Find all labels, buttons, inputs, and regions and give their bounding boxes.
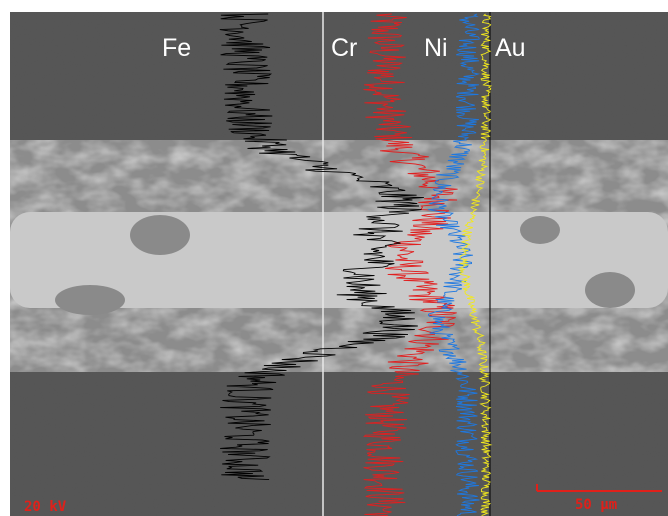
element-label: Fe bbox=[162, 34, 191, 62]
scale-bar-label: 50 µm bbox=[575, 497, 617, 513]
element-profile bbox=[427, 13, 481, 516]
grain-blob bbox=[585, 272, 635, 308]
element-profile bbox=[457, 13, 493, 516]
grain-blob bbox=[520, 216, 560, 244]
element-label: Au bbox=[495, 34, 526, 62]
linescan-profiles bbox=[219, 13, 493, 516]
element-profile bbox=[363, 13, 458, 516]
voltage-label: 20 kV bbox=[24, 499, 67, 515]
micrograph bbox=[10, 12, 668, 516]
grain-blob bbox=[55, 285, 125, 315]
element-label: Cr bbox=[331, 34, 357, 62]
element-label: Ni bbox=[424, 34, 448, 62]
scale-bar: 50 µm bbox=[536, 484, 662, 513]
grain-blob bbox=[130, 215, 190, 255]
element-profile bbox=[219, 13, 424, 481]
